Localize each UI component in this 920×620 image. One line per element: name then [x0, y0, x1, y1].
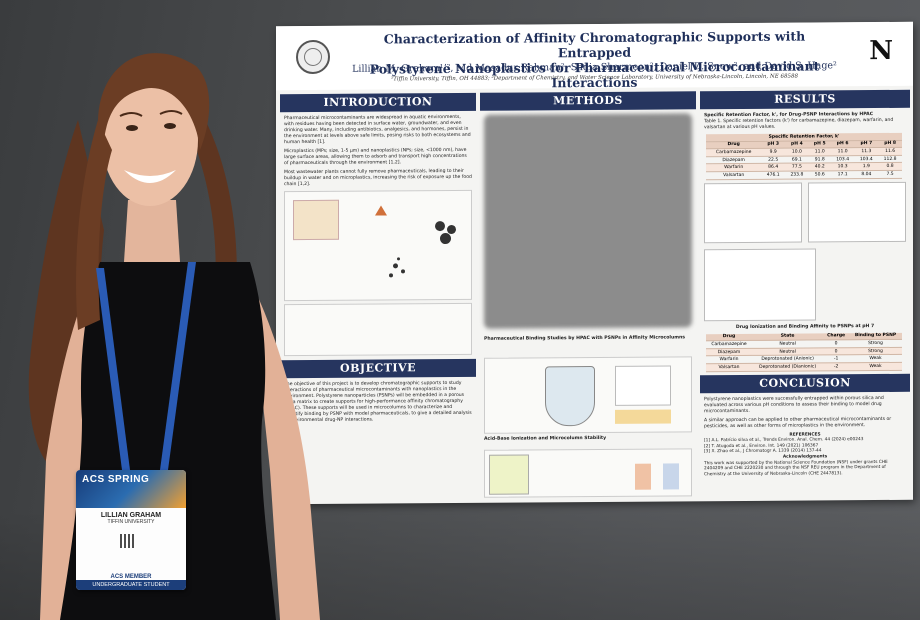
smile: [124, 170, 176, 183]
hair-right: [180, 110, 237, 300]
table-header: pH 5: [808, 140, 831, 149]
table-cell: 77.5: [785, 163, 809, 172]
methods-subheading-binding: Pharmaceutical Binding Studies by HPAC w…: [484, 335, 686, 342]
qr-code-icon: [120, 534, 134, 548]
table-cell: 50.6: [808, 170, 831, 179]
table-cell: 11.6: [878, 147, 902, 156]
table-cell: 112.8: [878, 155, 902, 163]
right-eyebrow: [159, 110, 183, 115]
table-cell: 10.3: [830, 163, 855, 171]
table-cell: 476.1: [761, 171, 786, 179]
research-poster: Characterization of Affinity Chromatogra…: [276, 21, 913, 505]
neck: [124, 200, 180, 262]
results-table-caption: Table 1. Specific retention factors (k')…: [704, 117, 894, 131]
acknowledgments-text: This work was supported by the National …: [704, 459, 888, 477]
lanyard-right-strap: [160, 262, 196, 470]
protonation-scheme: [489, 454, 529, 495]
table-cell: Deprotonated (Dianionic): [752, 362, 824, 371]
poster-title-line1: Characterization of Affinity Chromatogra…: [383, 28, 806, 61]
table-cell: 10.0: [785, 148, 809, 156]
chromatogram-thumbnail: [615, 365, 671, 406]
table-cell: 9.9: [761, 148, 786, 157]
left-eye: [126, 125, 138, 131]
table-cell: 11.3: [854, 147, 879, 156]
results-heading: RESULTS: [700, 89, 910, 110]
nebraska-n-logo: N: [869, 35, 893, 67]
hair-left-strand: [76, 120, 112, 330]
table-cell: 7.5: [878, 170, 902, 179]
conclusion-heading: CONCLUSION: [700, 373, 910, 393]
table-cell: 0: [823, 347, 849, 356]
lanyard-left-strap: [96, 268, 130, 470]
face: [102, 74, 198, 206]
table-row: Valsartan Deprotonated (Dianionic) -2 We…: [706, 362, 902, 372]
badge-status-label: UNDERGRADUATE STUDENT: [76, 580, 186, 590]
table-cell: 17.1: [830, 170, 855, 179]
table-header: pH 8: [878, 139, 902, 148]
retention-factor-equation: [615, 409, 671, 424]
triangle-marker: [375, 205, 387, 216]
references-list: [1] A.L. Patrício silva et al., Trends E…: [700, 437, 910, 455]
table-header: pH 4: [785, 140, 809, 149]
bar-before-stability: [635, 463, 651, 490]
conclusion-point: Polystyrene nanoplastics were successful…: [704, 395, 884, 414]
retention-factor-table: Specific Retention Factor, k' Drug pH 3 …: [706, 132, 902, 180]
name-badge: ACS SPRING LILLIAN GRAHAM TIFFIN UNIVERS…: [76, 470, 186, 590]
table-cell: 86.4: [761, 163, 786, 172]
methods-heading: METHODS: [480, 91, 696, 111]
ionization-figure: [484, 448, 692, 498]
right-eye: [164, 123, 176, 129]
bar-after-stability: [663, 463, 679, 490]
poster-column-middle: METHODS Pharmaceutical Binding Studies b…: [480, 91, 696, 499]
table-cell: 103.4: [830, 155, 855, 164]
ionization-table-title: Drug Ionization and Binding Affinity to …: [735, 323, 875, 330]
column-diagram: [545, 365, 595, 427]
badge-organization: TIFFIN UNIVERSITY: [107, 519, 155, 525]
table-row: Valsartan 476.1 233.8 50.6 17.1 8.04 7.5: [706, 170, 902, 180]
table-cell: 11.0: [830, 147, 855, 156]
badge-name: LILLIAN GRAHAM: [100, 512, 162, 519]
table-cell: 1.9: [854, 162, 879, 171]
carbamazepine-peak-plot: [704, 182, 802, 243]
warfarin-peak-plot: [808, 181, 906, 243]
table-cell: 0: [823, 339, 849, 348]
table-cell: 40.2: [808, 163, 831, 171]
table-cell: Valsartan: [706, 171, 762, 180]
table-cell: 103.4: [854, 155, 879, 164]
table-cell: -2: [823, 362, 849, 371]
zonal-elution-plots: [704, 181, 906, 246]
hpac-scheme-figure: [484, 356, 692, 434]
table-cell: 22.5: [761, 155, 786, 164]
table-cell: Weak: [848, 362, 902, 371]
conclusion-point: A similar approach can be applied to oth…: [704, 416, 892, 429]
hair-front: [98, 53, 210, 150]
table-header: pH 3: [761, 140, 786, 149]
blurred-methods-image: [484, 113, 692, 329]
poster-column-right: RESULTS Specific Retention Factor, k', f…: [700, 89, 910, 497]
table-cell: 91.8: [808, 155, 831, 164]
right-arm: [250, 280, 320, 620]
table-header: pH 7: [854, 140, 879, 148]
table-cell: 69.1: [785, 155, 809, 164]
conclusion-text: Polystyrene nanoplastics were successful…: [700, 395, 910, 429]
ionization-table: Drug State Charge Binding to PSNP Carbam…: [706, 332, 902, 372]
left-eyebrow: [119, 112, 143, 117]
ph-effect-plot: [704, 248, 816, 321]
badge-member-label: ACS MEMBER: [110, 574, 152, 580]
table-cell: 11.0: [808, 148, 831, 156]
table-cell: 8.04: [854, 170, 879, 179]
table-header: pH 6: [830, 140, 855, 149]
poster-header: Characterization of Affinity Chromatogra…: [276, 21, 913, 90]
table-cell: -1: [823, 355, 849, 363]
badge-event-banner: ACS SPRING: [76, 470, 186, 508]
table-cell: 233.8: [785, 170, 809, 179]
table-cell: 0.8: [878, 162, 902, 171]
table-cell: Valsartan: [706, 363, 752, 372]
methods-subheading-ionization: Acid-Base Ionization and Microcolumn Sta…: [484, 435, 607, 442]
ph-effect-plot-area: [704, 247, 906, 322]
